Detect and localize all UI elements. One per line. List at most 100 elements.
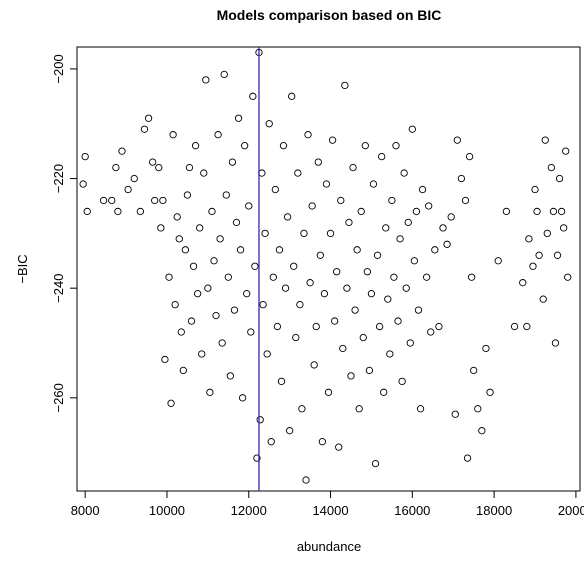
data-point (559, 224, 568, 232)
data-point (212, 311, 220, 320)
data-point (249, 92, 257, 100)
data-point (359, 333, 367, 342)
data-point (226, 372, 235, 380)
x-tick-label: 14000 (312, 503, 348, 518)
data-point (189, 262, 198, 270)
data-point (392, 142, 400, 150)
data-point (183, 191, 192, 199)
data-point (418, 185, 427, 194)
data-point (200, 169, 208, 177)
data-point (343, 284, 351, 292)
data-point (202, 76, 210, 84)
data-point (193, 290, 202, 298)
data-point (349, 163, 357, 172)
data-point (130, 174, 138, 183)
data-point (439, 224, 447, 232)
data-point (457, 174, 466, 183)
data-point (236, 246, 245, 254)
data-point (494, 257, 502, 265)
data-point (149, 158, 157, 166)
data-point (298, 405, 306, 413)
data-point (265, 120, 273, 128)
data-point (136, 207, 145, 216)
y-tick-label: −200 (51, 54, 66, 83)
data-point (310, 361, 318, 369)
data-point (185, 163, 194, 172)
scatter-points (79, 48, 572, 484)
data-point (529, 262, 537, 270)
data-point (296, 300, 304, 309)
data-point (191, 142, 200, 150)
data-point (159, 196, 167, 205)
data-point (288, 92, 296, 100)
data-point (553, 251, 562, 259)
data-point (198, 350, 206, 358)
data-point (208, 207, 216, 216)
data-point (404, 218, 412, 227)
data-point (165, 273, 173, 281)
data-point (283, 213, 292, 221)
data-point (328, 136, 337, 144)
data-point (525, 235, 533, 243)
data-point (300, 229, 308, 238)
data-point (390, 273, 398, 281)
y-tick-label: −260 (51, 383, 66, 412)
data-point (241, 142, 249, 150)
data-point (408, 125, 416, 133)
data-point (384, 295, 392, 303)
data-point (551, 339, 560, 347)
data-point (222, 191, 230, 199)
data-point (396, 235, 404, 243)
data-point (478, 427, 486, 435)
data-point (294, 169, 302, 177)
data-point (431, 246, 439, 254)
data-point (510, 322, 519, 331)
chart-title: Models comparison based on BIC (217, 7, 442, 23)
data-point (269, 273, 277, 281)
data-point (263, 350, 271, 358)
data-point (394, 317, 402, 325)
y-axis-label: −BIC (15, 254, 30, 283)
data-point (361, 142, 369, 150)
data-point (414, 306, 423, 314)
data-point (247, 328, 255, 336)
data-point (312, 322, 320, 331)
data-point (345, 218, 353, 227)
data-point (562, 147, 570, 155)
data-point (451, 410, 459, 418)
data-point (427, 328, 435, 336)
data-point (277, 377, 286, 386)
data-point (302, 476, 310, 484)
data-point (422, 273, 431, 281)
data-point (83, 207, 91, 216)
data-point (410, 257, 419, 265)
data-point (281, 284, 290, 292)
x-tick-label: 10000 (149, 503, 185, 518)
data-point (314, 158, 322, 166)
data-point (210, 257, 218, 265)
x-axis-label: abundance (297, 539, 361, 554)
data-point (181, 246, 190, 254)
data-point (196, 224, 204, 232)
data-point (306, 279, 314, 287)
data-point (341, 81, 349, 90)
data-point (347, 372, 355, 380)
data-point (461, 196, 470, 205)
data-point (543, 229, 551, 238)
data-point (333, 268, 341, 276)
data-point (157, 224, 165, 232)
data-point (171, 300, 179, 309)
data-point (322, 180, 331, 188)
x-tick-label: 20000 (558, 503, 584, 518)
data-point (541, 136, 549, 144)
data-point (365, 366, 374, 375)
y-axis: −200 −220 −240 −260 (51, 54, 77, 412)
data-point (167, 399, 175, 407)
data-point (443, 240, 451, 248)
y-tick-label: −220 (51, 164, 66, 193)
data-point (261, 229, 269, 238)
data-point (453, 136, 461, 144)
data-point (124, 185, 132, 194)
data-point (243, 290, 251, 298)
data-point (555, 174, 564, 183)
